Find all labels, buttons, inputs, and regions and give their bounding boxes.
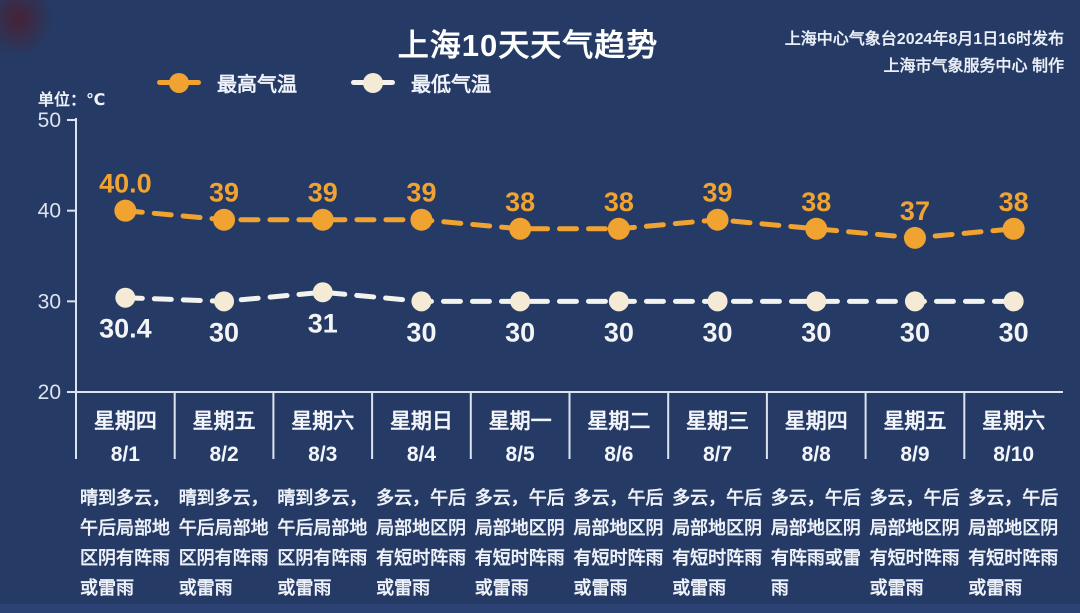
date-label: 8/2 <box>209 443 239 466</box>
page-title: 上海10天天气趋势 <box>397 28 659 63</box>
high-temp-marker-icon <box>169 72 189 93</box>
date-label: 8/4 <box>406 443 437 466</box>
date-label: 8/6 <box>604 443 634 466</box>
weather-description: 多云，午后局部地区阴有短时阵雨或雷雨 <box>968 488 1059 598</box>
svg-text:30: 30 <box>900 317 930 347</box>
weekday-label: 星期二 <box>587 410 651 433</box>
svg-text:39: 39 <box>406 178 436 208</box>
chart-legend: 最高气温 最低气温 <box>157 68 491 97</box>
weather-description: 晴到多云，午后局部地区阴有阵雨或雷雨 <box>277 488 368 598</box>
source-line-1: 上海中心气象台2024年8月1日16时发布 <box>784 31 1064 48</box>
weather-description: 晴到多云，午后局部地区阴有阵雨或雷雨 <box>178 488 269 598</box>
weekday-label: 星期五 <box>192 410 256 433</box>
svg-text:30: 30 <box>406 317 436 347</box>
svg-text:30: 30 <box>209 317 239 347</box>
source-line-2: 上海市气象服务中心 制作 <box>883 58 1064 75</box>
bottom-strip <box>0 604 1080 613</box>
day-column: 星期三 8/7 多云，午后局部地区阴有短时阵雨或雷雨 <box>668 392 767 603</box>
day-column: 星期六 8/10 多云，午后局部地区阴有短时阵雨或雷雨 <box>964 392 1063 603</box>
svg-text:40: 40 <box>38 200 61 223</box>
svg-text:38: 38 <box>999 187 1029 217</box>
svg-text:40.0: 40.0 <box>99 169 152 199</box>
day-column: 星期五 8/9 多云，午后局部地区阴有短时阵雨或雷雨 <box>866 392 965 603</box>
svg-text:30: 30 <box>604 317 634 347</box>
svg-text:39: 39 <box>308 178 338 208</box>
day-column: 星期五 8/2 晴到多云，午后局部地区阴有阵雨或雷雨 <box>175 392 274 603</box>
low-temp-marker-icon <box>363 72 383 93</box>
weekday-label: 星期六 <box>291 410 355 433</box>
svg-text:38: 38 <box>801 187 831 217</box>
day-column: 星期日 8/4 多云，午后局部地区阴有短时阵雨或雷雨 <box>372 392 471 603</box>
low-temp-line-swatch <box>351 72 395 93</box>
svg-text:30: 30 <box>505 317 535 347</box>
day-columns: 星期四 8/1 晴到多云，午后局部地区阴有阵雨或雷雨 星期五 8/2 晴到多云，… <box>76 392 1063 603</box>
day-column: 星期六 8/3 晴到多云，午后局部地区阴有阵雨或雷雨 <box>273 392 372 603</box>
day-column: 星期一 8/5 多云，午后局部地区阴有短时阵雨或雷雨 <box>471 392 570 603</box>
svg-text:30: 30 <box>999 317 1029 347</box>
legend-item-high: 最高气温 <box>157 68 297 97</box>
svg-text:30: 30 <box>801 317 831 347</box>
weather-description: 多云，午后局部地区阴有短时阵雨或雷雨 <box>474 488 565 598</box>
weekday-label: 星期三 <box>686 410 750 433</box>
date-label: 8/10 <box>993 443 1035 466</box>
date-label: 8/3 <box>308 443 338 466</box>
weekday-label: 星期四 <box>93 410 157 433</box>
svg-text:38: 38 <box>505 187 535 217</box>
date-label: 8/5 <box>505 443 535 466</box>
svg-text:38: 38 <box>604 187 634 217</box>
svg-text:30: 30 <box>703 317 733 347</box>
source-info: 上海中心气象台2024年8月1日16时发布 上海市气象服务中心 制作 <box>785 26 1064 80</box>
weather-description: 多云，午后局部地区阴有阵雨或雷雨 <box>770 488 861 598</box>
svg-text:20: 20 <box>38 381 61 404</box>
legend-label-low: 最低气温 <box>411 74 491 96</box>
svg-text:50: 50 <box>38 109 61 132</box>
high-temp-line-swatch <box>157 72 201 93</box>
date-label: 8/7 <box>702 443 733 466</box>
svg-text:39: 39 <box>209 178 239 208</box>
svg-text:30: 30 <box>38 290 61 313</box>
weather-description: 多云，午后局部地区阴有短时阵雨或雷雨 <box>869 488 960 598</box>
svg-text:31: 31 <box>308 308 338 338</box>
weather-description: 多云，午后局部地区阴有短时阵雨或雷雨 <box>573 488 664 598</box>
weekday-label: 星期五 <box>883 410 947 433</box>
date-label: 8/1 <box>110 443 140 466</box>
unit-label: 单位：℃ <box>38 92 106 109</box>
svg-text:39: 39 <box>703 178 733 208</box>
date-label: 8/8 <box>801 443 831 466</box>
weekday-label: 星期四 <box>784 410 848 433</box>
legend-item-low: 最低气温 <box>351 68 491 97</box>
legend-label-high: 最高气温 <box>217 74 297 96</box>
day-column: 星期二 8/6 多云，午后局部地区阴有短时阵雨或雷雨 <box>569 392 668 603</box>
weather-description: 晴到多云，午后局部地区阴有阵雨或雷雨 <box>80 488 170 598</box>
weekday-label: 星期一 <box>488 410 552 433</box>
weather-description: 多云，午后局部地区阴有短时阵雨或雷雨 <box>376 488 467 598</box>
svg-text:37: 37 <box>900 196 930 226</box>
svg-text:30.4: 30.4 <box>99 314 152 344</box>
weekday-label: 星期日 <box>389 410 453 433</box>
weekday-label: 星期六 <box>982 410 1046 433</box>
weather-description: 多云，午后局部地区阴有短时阵雨或雷雨 <box>672 488 763 598</box>
date-label: 8/9 <box>900 443 930 466</box>
day-column: 星期四 8/1 晴到多云，午后局部地区阴有阵雨或雷雨 <box>76 392 175 603</box>
day-column: 星期四 8/8 多云，午后局部地区阴有阵雨或雷雨 <box>767 392 866 603</box>
